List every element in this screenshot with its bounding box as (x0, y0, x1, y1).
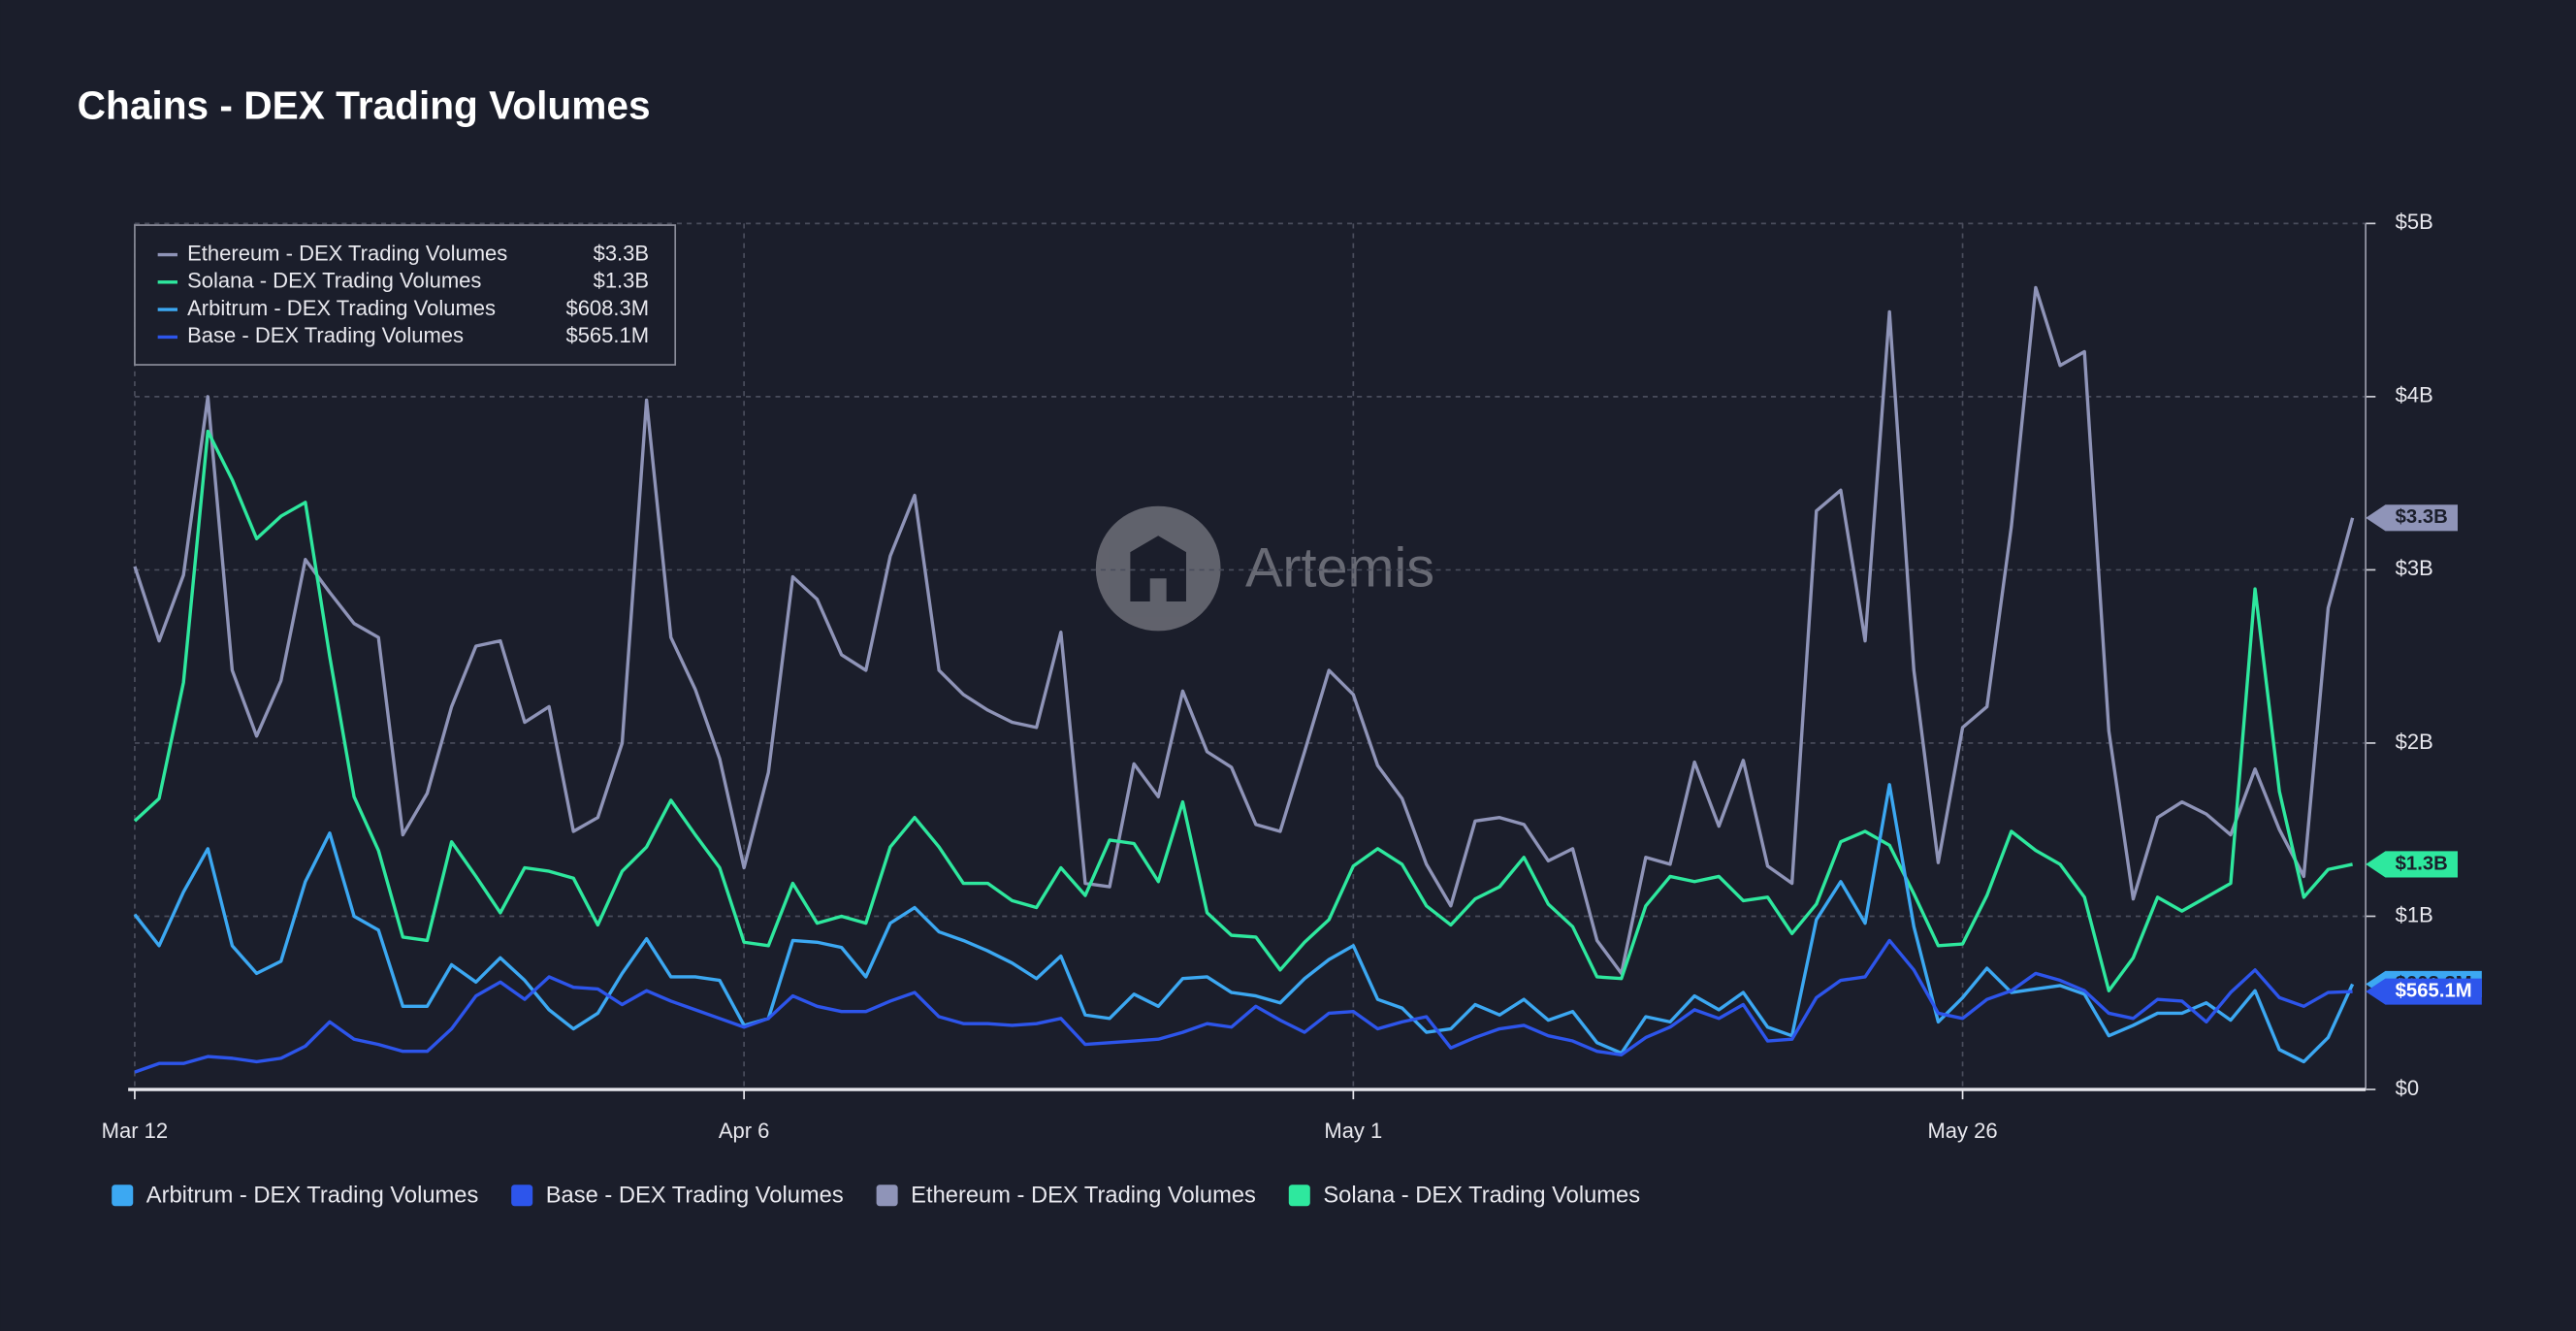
value-tag-shape (2366, 978, 2482, 1005)
legend-label: Base - DEX Trading Volumes (187, 323, 464, 347)
legend: Ethereum - DEX Trading Volumes $3.3B Solan… (134, 224, 677, 366)
series-line (133, 783, 2355, 1064)
axes: $0 $1B $2B $3B $4B $5B Mar 12 Apr 6 May 1 May 26 (102, 210, 2433, 1143)
x-tick-label: May 26 (1927, 1119, 1997, 1143)
series-line (134, 938, 2353, 1074)
legend-label: Solana - DEX Trading Volumes (187, 269, 481, 293)
watermark-logo-glyph (1130, 536, 1186, 601)
legend-label: Base - DEX Trading Volumes (546, 1183, 844, 1208)
x-tick-label: Apr 6 (719, 1119, 770, 1143)
y-tick-label: $2B (2396, 730, 2433, 754)
y-tick-label: $4B (2396, 383, 2433, 407)
y-tick-label: $3B (2396, 556, 2433, 580)
legend-label: Arbitrum - DEX Trading Volumes (146, 1183, 479, 1208)
value-tag: $3.3B (2366, 504, 2459, 532)
legend-value: $565.1M (565, 323, 649, 347)
value-tag-label: $565.1M (2396, 980, 2472, 1001)
value-tag-label: $1.3B (2396, 853, 2448, 874)
y-tick-label: $5B (2396, 210, 2433, 234)
legend-box (134, 224, 677, 366)
value-tag: $565.1M (2366, 978, 2482, 1005)
legend-value: $3.3B (594, 241, 650, 265)
last-value-tags: $3.3B$1.3B$608.3M$565.1M (2366, 504, 2482, 1005)
legend-label: Arbitrum - DEX Trading Volumes (187, 296, 496, 320)
legend-swatch (876, 1185, 898, 1207)
plot-lines (133, 285, 2355, 1074)
legend-value: $608.3M (565, 296, 649, 320)
legend-swatch (112, 1185, 134, 1207)
series-line (133, 429, 2353, 992)
y-tick-label: $1B (2396, 902, 2433, 926)
chart-title: Chains - DEX Trading Volumes (78, 83, 651, 128)
bottom-legend: Arbitrum - DEX Trading Volumes Base - DEX… (112, 1183, 1640, 1208)
legend-value: $1.3B (594, 269, 650, 293)
value-tag-shape (2366, 851, 2459, 878)
x-tick-label: May 1 (1324, 1119, 1382, 1143)
value-tag-shape (2366, 504, 2459, 532)
x-tick-label: Mar 12 (102, 1119, 168, 1143)
legend-label: Ethereum - DEX Trading Volumes (187, 241, 507, 265)
legend-label: Ethereum - DEX Trading Volumes (911, 1183, 1256, 1208)
watermark: Artemis (1095, 505, 1434, 632)
y-tick-label: $0 (2396, 1076, 2419, 1100)
value-tag: $1.3B (2366, 851, 2459, 878)
value-tag-label: $3.3B (2396, 506, 2448, 528)
legend-swatch (1288, 1185, 1310, 1207)
legend-swatch (511, 1185, 533, 1207)
series-line (133, 285, 2355, 976)
legend-label: Solana - DEX Trading Volumes (1323, 1183, 1640, 1208)
watermark-text: Artemis (1245, 537, 1434, 600)
